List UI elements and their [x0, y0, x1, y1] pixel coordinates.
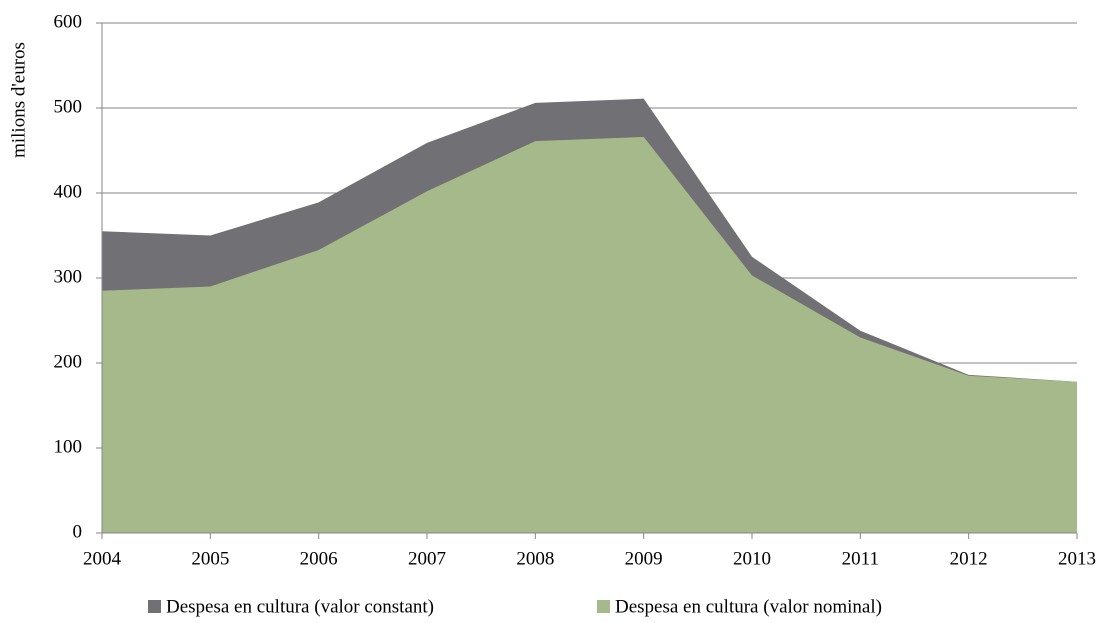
legend-swatch [148, 600, 161, 613]
y-tick-label: 100 [54, 436, 83, 457]
x-tick-label: 2010 [733, 548, 771, 569]
x-tick-label: 2006 [300, 548, 338, 569]
legend-swatch [597, 600, 610, 613]
legend-label: Despesa en cultura (valor nominal) [615, 596, 882, 617]
y-tick-label: 400 [54, 181, 83, 202]
x-tick-label: 2005 [191, 548, 229, 569]
y-axis-label: milions d'euros [8, 42, 29, 158]
legend-label: Despesa en cultura (valor constant) [166, 596, 434, 617]
x-tick-label: 2012 [950, 548, 988, 569]
y-tick-label: 500 [54, 96, 83, 117]
area [102, 136, 1077, 533]
y-tick-label: 200 [54, 351, 83, 372]
x-tick-label: 2004 [83, 548, 122, 569]
y-tick-label: 300 [54, 266, 83, 287]
x-tick-label: 2009 [625, 548, 663, 569]
x-tick-label: 2007 [408, 548, 446, 569]
x-tick-label: 2008 [516, 548, 554, 569]
y-tick-label: 0 [73, 521, 83, 542]
x-tick-label: 2011 [842, 548, 879, 569]
y-tick-label: 600 [54, 11, 83, 32]
x-tick-label: 2013 [1058, 548, 1096, 569]
